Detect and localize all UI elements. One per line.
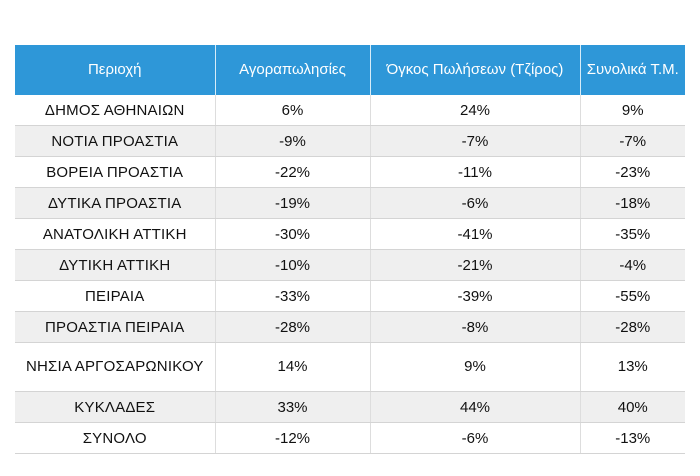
cell-sqm: -35% [580,218,685,250]
cell-transactions: -10% [215,249,371,281]
cell-transactions: -9% [215,125,371,157]
sales-table: Περιοχή Αγοραπωλησίες Όγκος Πωλήσεων (Τζ… [15,45,685,454]
table-row: ΑΝΑΤΟΛΙΚΗ ΑΤΤΙΚΗ -30% -41% -35% [15,218,685,250]
cell-region: ΔΥΤΙΚΗ ΑΤΤΙΚΗ [15,249,216,281]
cell-transactions: 33% [215,391,371,423]
cell-transactions: -28% [215,311,371,343]
cell-volume: -7% [370,125,581,157]
cell-volume: 44% [370,391,581,423]
cell-sqm: -28% [580,311,685,343]
sales-table-container: Περιοχή Αγοραπωλησίες Όγκος Πωλήσεων (Τζ… [15,45,685,454]
table-row: ΔΗΜΟΣ ΑΘΗΝΑΙΩΝ 6% 24% 9% [15,95,685,126]
cell-volume: -39% [370,280,581,312]
header-total-sqm: Συνολικά Τ.Μ. [580,45,685,95]
header-row: Περιοχή Αγοραπωλησίες Όγκος Πωλήσεων (Τζ… [15,45,685,95]
cell-sqm: -4% [580,249,685,281]
header-region: Περιοχή [15,45,216,95]
cell-transactions: -22% [215,156,371,188]
cell-sqm: -23% [580,156,685,188]
cell-sqm: -18% [580,187,685,219]
table-row: ΝΗΣΙΑ ΑΡΓΟΣΑΡΩΝΙΚΟΥ 14% 9% 13% [15,342,685,392]
table-body: ΔΗΜΟΣ ΑΘΗΝΑΙΩΝ 6% 24% 9% ΝΟΤΙΑ ΠΡΟΑΣΤΙΑ … [15,95,685,454]
cell-sqm: -55% [580,280,685,312]
cell-transactions: -33% [215,280,371,312]
cell-volume: -6% [370,187,581,219]
cell-sqm: -13% [580,422,685,454]
table-row: ΒΟΡΕΙΑ ΠΡΟΑΣΤΙΑ -22% -11% -23% [15,156,685,188]
cell-transactions: -19% [215,187,371,219]
cell-region: ΒΟΡΕΙΑ ΠΡΟΑΣΤΙΑ [15,156,216,188]
table-row: ΚΥΚΛΑΔΕΣ 33% 44% 40% [15,391,685,423]
cell-sqm: 9% [580,95,685,126]
cell-region: ΔΥΤΙΚΑ ΠΡΟΑΣΤΙΑ [15,187,216,219]
table-row: ΠΡΟΑΣΤΙΑ ΠΕΙΡΑΙΑ -28% -8% -28% [15,311,685,343]
table-header: Περιοχή Αγοραπωλησίες Όγκος Πωλήσεων (Τζ… [15,45,685,95]
cell-region: ΠΕΙΡΑΙΑ [15,280,216,312]
cell-region: ΠΡΟΑΣΤΙΑ ΠΕΙΡΑΙΑ [15,311,216,343]
table-row: ΔΥΤΙΚΗ ΑΤΤΙΚΗ -10% -21% -4% [15,249,685,281]
cell-sqm: -7% [580,125,685,157]
cell-region: ΔΗΜΟΣ ΑΘΗΝΑΙΩΝ [15,95,216,126]
cell-volume: 24% [370,95,581,126]
cell-transactions: -12% [215,422,371,454]
cell-region: ΝΗΣΙΑ ΑΡΓΟΣΑΡΩΝΙΚΟΥ [15,342,216,392]
table-row: ΔΥΤΙΚΑ ΠΡΟΑΣΤΙΑ -19% -6% -18% [15,187,685,219]
cell-region: ΑΝΑΤΟΛΙΚΗ ΑΤΤΙΚΗ [15,218,216,250]
cell-transactions: 14% [215,342,371,392]
cell-volume: 9% [370,342,581,392]
table-row: ΝΟΤΙΑ ΠΡΟΑΣΤΙΑ -9% -7% -7% [15,125,685,157]
cell-volume: -6% [370,422,581,454]
cell-sqm: 40% [580,391,685,423]
cell-region: ΣΥΝΟΛΟ [15,422,216,454]
cell-volume: -8% [370,311,581,343]
cell-volume: -21% [370,249,581,281]
table-row: ΠΕΙΡΑΙΑ -33% -39% -55% [15,280,685,312]
cell-volume: -41% [370,218,581,250]
cell-sqm: 13% [580,342,685,392]
cell-transactions: -30% [215,218,371,250]
cell-region: ΝΟΤΙΑ ΠΡΟΑΣΤΙΑ [15,125,216,157]
table-row-total: ΣΥΝΟΛΟ -12% -6% -13% [15,422,685,454]
header-transactions: Αγοραπωλησίες [215,45,371,95]
header-sales-volume: Όγκος Πωλήσεων (Τζίρος) [370,45,581,95]
cell-region: ΚΥΚΛΑΔΕΣ [15,391,216,423]
cell-transactions: 6% [215,95,371,126]
cell-volume: -11% [370,156,581,188]
